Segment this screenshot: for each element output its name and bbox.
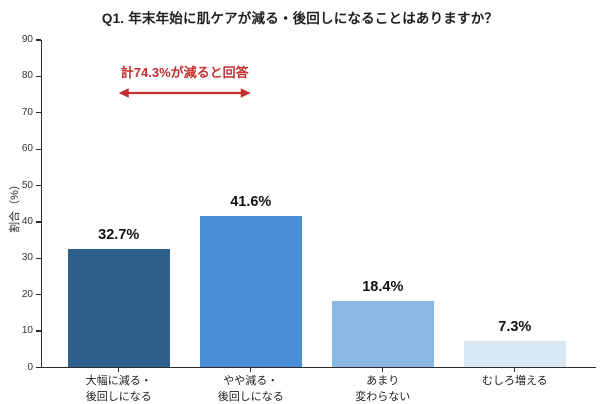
y-tick-label: 70: [21, 106, 33, 118]
y-tick-mark: [35, 221, 41, 223]
x-axis-line: [40, 366, 596, 369]
bar: [199, 216, 302, 368]
bar-value-label: 7.3%: [498, 318, 532, 335]
y-axis-line: [40, 40, 43, 369]
y-tick-label: 90: [21, 34, 33, 45]
x-tick-mark: [250, 367, 252, 372]
y-tick-label: 0: [27, 361, 33, 373]
annotation-text: 計74.3%が減ると回答: [120, 65, 249, 80]
y-tick-label: 80: [21, 70, 33, 82]
y-tick-label: 30: [21, 252, 33, 264]
y-tick-mark: [35, 184, 41, 187]
y-tick-label: 10: [21, 325, 33, 337]
y-tick-mark: [35, 112, 41, 114]
y-tick-label: 50: [21, 179, 33, 191]
bar: [331, 300, 434, 368]
y-tick-label: 40: [21, 215, 33, 227]
y-tick-mark: [35, 257, 41, 259]
bar-value-label: 18.4%: [362, 278, 404, 295]
x-tick-label: 大幅に減る・ 後回しになる: [85, 375, 152, 403]
y-tick-label: 20: [21, 288, 33, 300]
x-tick-mark: [118, 367, 120, 372]
y-tick-mark: [35, 366, 41, 369]
y-axis-label: 割合（%）: [9, 179, 21, 233]
bar-value-label: 32.7%: [98, 226, 140, 243]
y-tick-mark: [35, 294, 41, 296]
y-tick-mark: [35, 39, 41, 41]
x-tick-label: あまり 変わらない: [355, 375, 411, 403]
bar: [67, 248, 170, 368]
x-tick-mark: [514, 367, 516, 372]
x-tick-label: むしろ増える: [481, 375, 548, 387]
y-tick-label: 60: [21, 143, 33, 155]
y-tick-mark: [35, 75, 41, 78]
bar: [463, 340, 566, 368]
bar-value-label: 41.6%: [230, 194, 272, 211]
y-tick-mark: [35, 330, 41, 332]
chart-title: Q1. 年末年始に肌ケアが減る・後回しになることはありますか？: [101, 11, 499, 26]
y-tick-mark: [35, 148, 41, 150]
x-tick-label: やや減る・ 後回しになる: [217, 375, 284, 403]
x-tick-mark: [382, 367, 384, 372]
